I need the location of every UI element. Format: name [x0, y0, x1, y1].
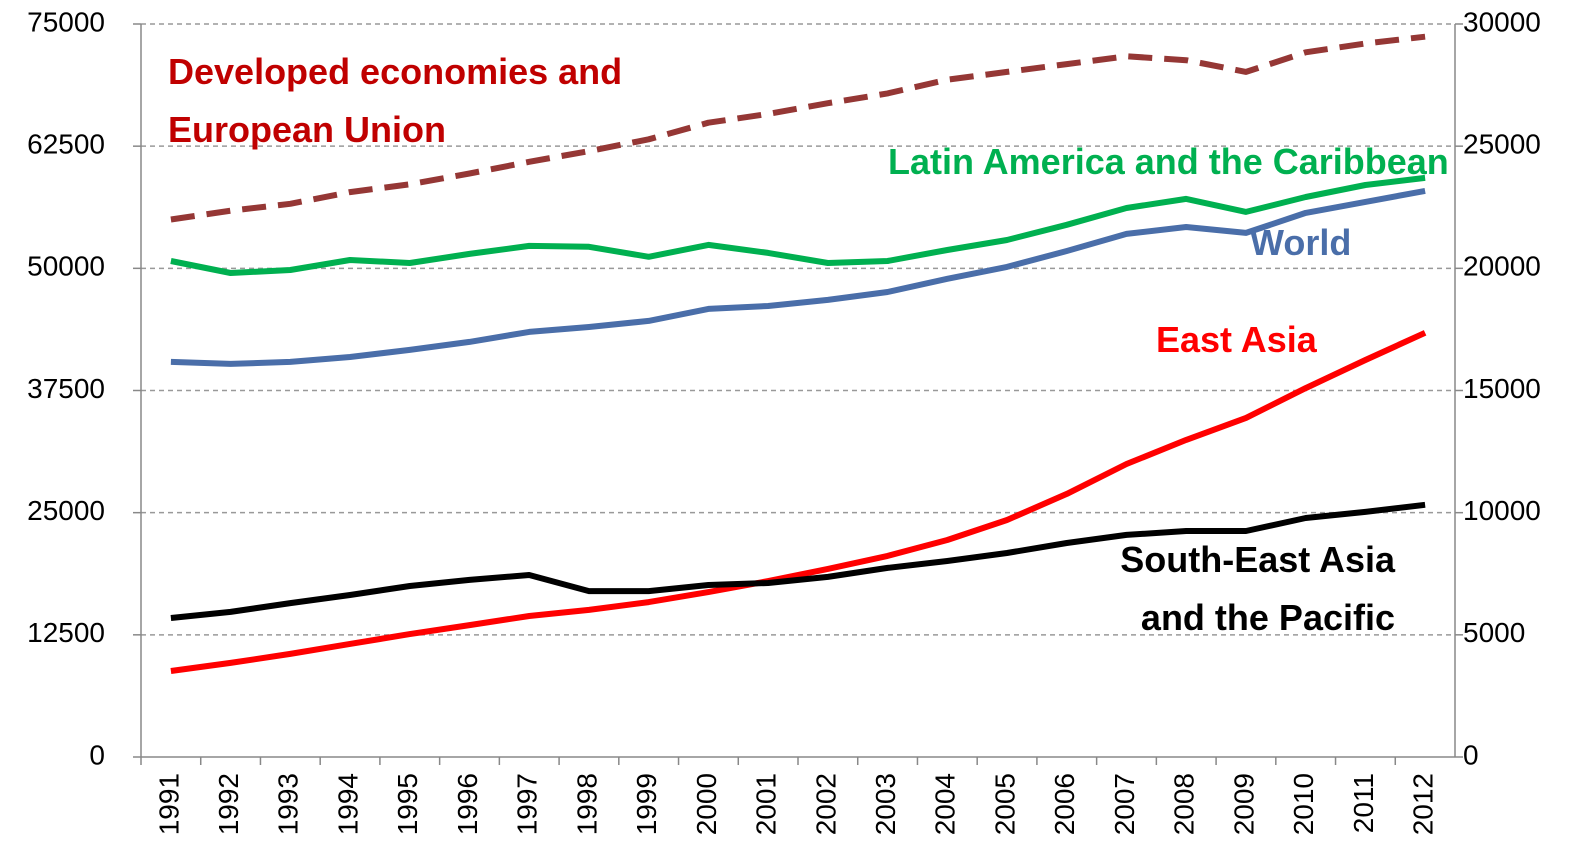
- y-tick-label: 37500: [27, 373, 105, 404]
- x-tick-label: 2005: [989, 773, 1020, 835]
- y2-tick-label: 15000: [1463, 373, 1541, 404]
- x-tick-label: 1998: [571, 773, 602, 835]
- series-line: [170, 33, 1426, 223]
- y2-tick-label: 10000: [1463, 495, 1541, 526]
- y-tick-label: 12500: [27, 617, 105, 648]
- y2-tick-label: 0: [1463, 739, 1479, 770]
- x-tick-label: 1991: [153, 773, 184, 835]
- x-tick-label: 1999: [631, 773, 662, 835]
- x-tick-label: 2008: [1169, 773, 1200, 835]
- y-tick-label: 50000: [27, 251, 105, 282]
- x-tick-label: 2009: [1228, 773, 1259, 835]
- x-tick-label: 2011: [1348, 773, 1379, 833]
- series-line: [170, 187, 1426, 367]
- x-tick-label: 1992: [213, 773, 244, 835]
- y2-tick-label: 20000: [1463, 251, 1541, 282]
- series-label: Latin America and the Caribbean: [888, 141, 1449, 182]
- y2-tick-label: 5000: [1463, 617, 1525, 648]
- x-tick-label: 1994: [332, 773, 363, 835]
- x-tick-label: 2004: [930, 773, 961, 835]
- series-line: [170, 174, 1426, 276]
- x-tick-label: 1997: [512, 773, 543, 835]
- series-line: [170, 501, 1426, 621]
- x-tick-label: 1993: [273, 773, 304, 835]
- x-tick-label: 1995: [392, 773, 423, 835]
- series-label: East Asia: [1156, 319, 1317, 360]
- x-tick-label: 2003: [870, 773, 901, 835]
- x-tick-label: 2007: [1109, 773, 1140, 835]
- y2-tick-label: 25000: [1463, 129, 1541, 160]
- series-label: Developed economies and European Union: [168, 51, 623, 150]
- x-tick-label: 2001: [751, 773, 782, 835]
- x-tick-label: 2000: [691, 773, 722, 835]
- y-tick-label: 75000: [27, 6, 105, 37]
- series-line: [170, 330, 1427, 674]
- x-tick-label: 2010: [1288, 773, 1319, 835]
- x-tick-label: 2006: [1049, 773, 1080, 835]
- x-tick-label: 2012: [1408, 773, 1439, 835]
- x-tick-label: 2002: [810, 773, 841, 835]
- y-tick-label: 0: [89, 739, 105, 770]
- y-tick-label: 62500: [27, 129, 105, 160]
- series-label: South-East Asia and the Pacific: [1120, 539, 1395, 638]
- y2-tick-label: 30000: [1463, 6, 1541, 37]
- series-label: World: [1250, 222, 1352, 263]
- y-tick-label: 25000: [27, 495, 105, 526]
- x-tick-label: 1996: [452, 773, 483, 835]
